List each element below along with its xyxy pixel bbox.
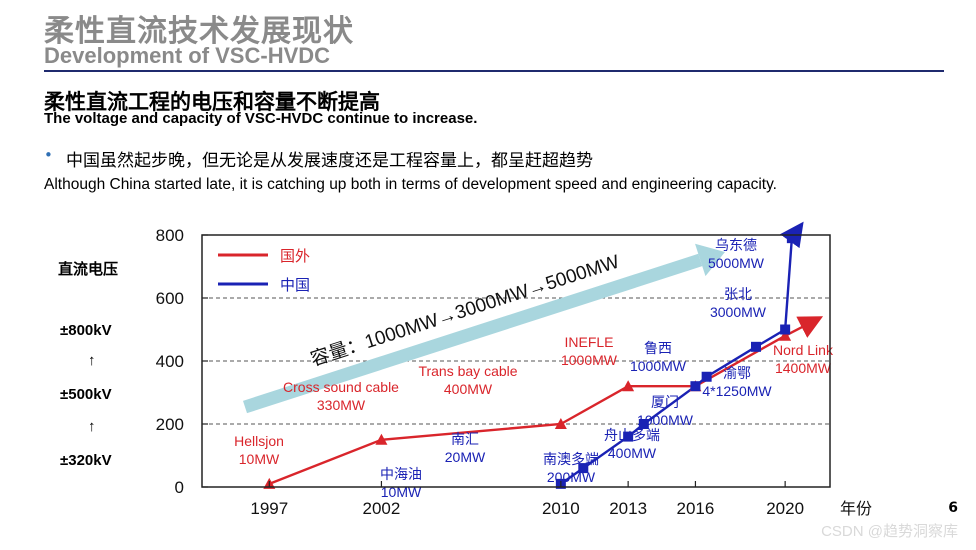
data-point-foreign xyxy=(554,418,567,429)
annotation-label: 3000MW xyxy=(710,304,767,320)
data-point-china xyxy=(750,341,761,352)
annotation-label: Nord Link xyxy=(773,342,834,358)
capacity-trend-arrowhead xyxy=(695,243,725,277)
annotation-label: 1000MW xyxy=(561,352,618,368)
annotation-label: 1400MW xyxy=(775,360,832,376)
y-tick-label: 0 xyxy=(175,478,184,497)
annotation-label: 舟山多端 xyxy=(604,427,660,443)
bullet-text-cn: 中国虽然起步晚，但无论是从发展速度还是工程容量上，都呈赶超趋势 xyxy=(66,151,593,171)
data-point-china xyxy=(623,431,634,442)
y-tick-label: 600 xyxy=(156,289,184,308)
annotation-label: 渝鄂 xyxy=(723,365,751,381)
annotation-label: 200MW xyxy=(547,469,596,485)
page-number: 6 xyxy=(948,500,958,516)
voltage-label-800: ±800kV xyxy=(60,322,112,339)
annotation-label: Hellsjon xyxy=(234,433,284,449)
watermark: CSDN @趋势洞察库 xyxy=(821,523,958,540)
annotation-label: 乌东德 xyxy=(715,237,757,253)
annotation-label: 400MW xyxy=(444,381,493,397)
voltage-label-320: ±320kV xyxy=(60,452,112,469)
voltage-axis-title: 直流电压 xyxy=(58,261,119,278)
x-axis-label: 年份 xyxy=(840,500,872,518)
data-point-china xyxy=(690,381,701,392)
section-heading-en: The voltage and capacity of VSC-HVDC con… xyxy=(44,110,478,127)
annotation-label: 400MW xyxy=(608,445,657,461)
bullet-icon: • xyxy=(44,146,53,164)
legend-label-china: 中国 xyxy=(280,277,310,294)
annotation-label: Trans bay cable xyxy=(418,363,517,379)
annotation-label: INEFLE xyxy=(564,334,613,350)
x-tick-label: 2020 xyxy=(766,499,804,518)
data-point-foreign xyxy=(622,380,635,392)
data-point-foreign xyxy=(779,329,792,341)
annotation-label: 4*1250MW xyxy=(702,383,772,399)
x-tick-label: 2016 xyxy=(677,499,715,518)
title-divider xyxy=(44,70,944,72)
page-subtitle: Development of VSC-HVDC xyxy=(44,43,331,68)
annotation-label: Cross sound cable xyxy=(283,379,399,395)
capacity-trend-arrow xyxy=(243,253,703,414)
annotation-label: 10MW xyxy=(381,484,422,500)
data-point-foreign xyxy=(375,433,388,445)
annotation-label: 厦门 xyxy=(651,394,679,410)
y-tick-label: 200 xyxy=(156,415,184,434)
data-point-china xyxy=(780,324,791,335)
section-heading-cn: 柔性直流工程的电压和容量不断提高 xyxy=(44,90,380,114)
annotation-label: 1000MW xyxy=(630,358,687,374)
up-arrow-icon: ↑ xyxy=(88,418,96,435)
data-point-china xyxy=(786,233,797,244)
annotation-label: 1000MW xyxy=(637,412,694,428)
annotation-label: 南澳多端 xyxy=(543,451,599,467)
series-arrow xyxy=(784,316,824,338)
annotation-label: 5000MW xyxy=(708,255,765,271)
voltage-label-500: ±500kV xyxy=(60,386,112,403)
annotation-label: 南汇 xyxy=(451,431,479,447)
x-tick-label: 2002 xyxy=(363,499,401,518)
up-arrow-icon: ↑ xyxy=(88,352,96,369)
annotation-label: 20MW xyxy=(445,449,486,465)
annotation-label: 张北 xyxy=(724,286,752,302)
y-tick-label: 800 xyxy=(156,226,184,245)
data-point-china xyxy=(638,419,649,429)
annotation-label: 中海油 xyxy=(380,466,422,482)
x-tick-label: 2013 xyxy=(609,499,647,518)
x-tick-label: 2010 xyxy=(542,499,580,518)
data-point-china xyxy=(701,371,712,382)
annotation-label: 10MW xyxy=(239,451,280,467)
data-point-china xyxy=(578,463,589,474)
page-title: 柔性直流技术发展现状 xyxy=(44,14,354,49)
annotation-label: 鲁西 xyxy=(644,340,672,356)
y-tick-label: 400 xyxy=(156,352,184,371)
x-tick-label: 1997 xyxy=(250,499,288,518)
annotation-label: 330MW xyxy=(317,397,366,413)
legend-label-foreign: 国外 xyxy=(280,248,310,265)
bullet-text-en: Although China started late, it is catch… xyxy=(44,176,777,193)
